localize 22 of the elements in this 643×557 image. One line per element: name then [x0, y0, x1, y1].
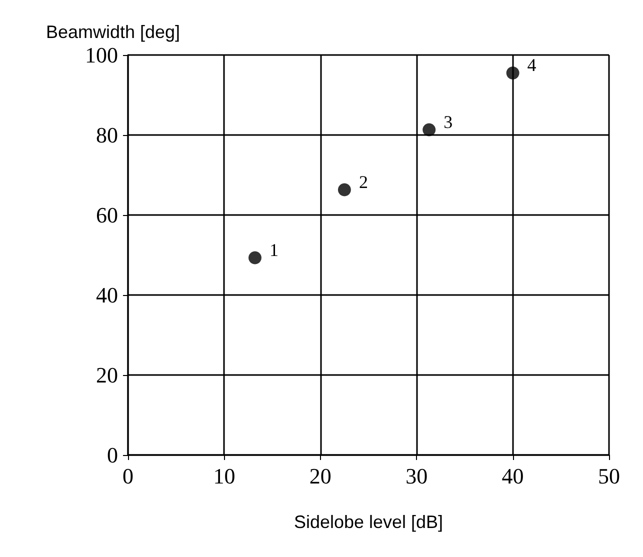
- y-tick-label: 60: [96, 202, 118, 228]
- point: [248, 251, 262, 264]
- annotation: 2: [358, 172, 368, 192]
- y-tick-label: 80: [96, 122, 118, 148]
- y-tick-label: 40: [96, 282, 118, 308]
- y-axis-title: Beamwidth [deg]: [46, 22, 180, 42]
- annotation: 3: [444, 112, 453, 132]
- y-tick-label: 100: [85, 42, 118, 68]
- x-axis-title: Sidelobe level [dB]: [294, 512, 444, 532]
- annotation: 4: [527, 55, 536, 75]
- point: [422, 123, 436, 136]
- x-tick-label: 10: [213, 464, 236, 488]
- x-tick-label: 50: [598, 464, 620, 488]
- point: [506, 66, 520, 80]
- point: [338, 183, 351, 196]
- x-tick-label: 20: [309, 464, 332, 488]
- y-tick-label: 0: [107, 442, 118, 468]
- y-tick-label: 20: [96, 362, 118, 388]
- annotation: 1: [269, 240, 278, 260]
- x-tick-label: 40: [502, 464, 524, 488]
- x-tick-label: 30: [406, 464, 428, 488]
- x-tick-label: 0: [122, 464, 134, 488]
